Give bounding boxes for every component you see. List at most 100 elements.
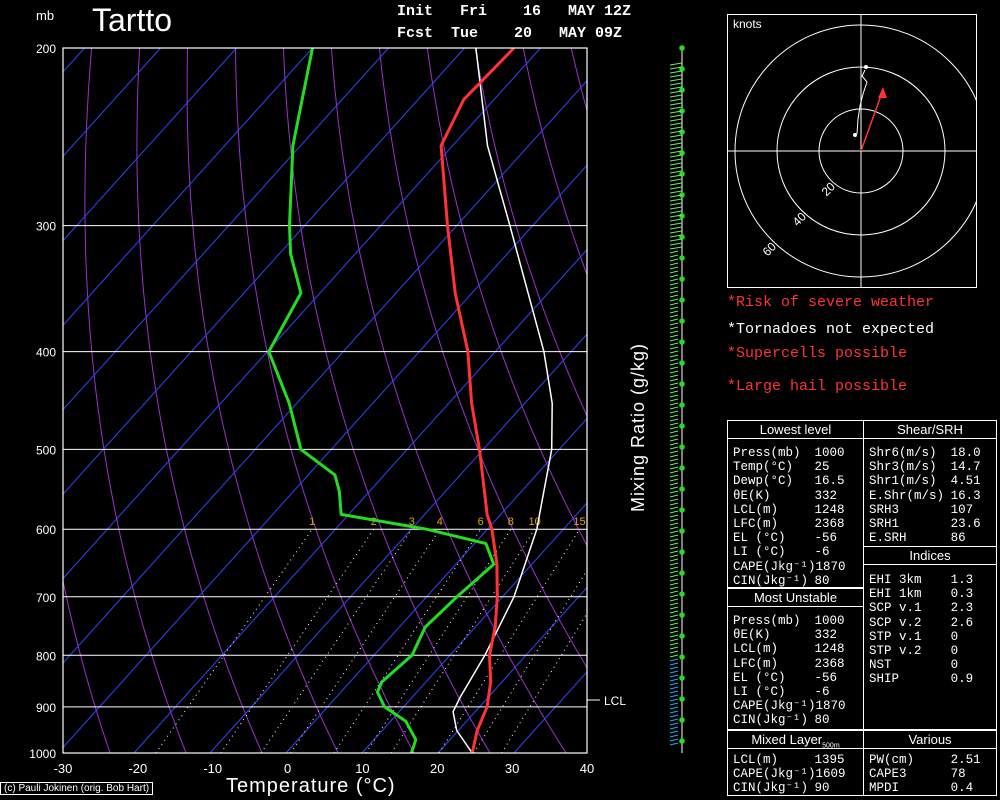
x-tick-label: 20	[430, 761, 444, 776]
wind-barb	[669, 546, 679, 550]
wind-barb	[669, 198, 683, 202]
dry-adiabat	[378, 48, 587, 669]
wind-barb	[669, 726, 679, 730]
shear-srh-row: SRH1 23.6	[864, 517, 996, 531]
hodograph-ring-60	[734, 24, 977, 278]
lowest-level-label: Temp(°C)	[733, 460, 794, 475]
hodograph-ring-label-20: 20	[819, 179, 839, 199]
wind-barb	[669, 566, 679, 570]
x-tick-label: 40	[580, 761, 594, 776]
mixing-ratio-line	[333, 528, 482, 753]
init-time: Init Fri 16 MAY 12Z	[397, 3, 632, 20]
indices-value: 0	[950, 629, 959, 644]
wind-barb	[669, 730, 679, 734]
threat-tornado: *Tornadoes not expected	[727, 321, 935, 338]
wind-barb	[669, 446, 679, 450]
shear-srh-row: E.Shr(m/s) 16.3	[864, 489, 996, 503]
pressure-tick-label: 800	[36, 649, 56, 663]
wind-barb	[669, 286, 679, 290]
pressure-tick-label: 400	[36, 346, 56, 360]
wind-barb	[669, 158, 683, 162]
wind-barb	[669, 422, 679, 426]
isotherm-line	[63, 48, 389, 411]
wind-barb	[669, 434, 679, 438]
wind-barb	[669, 254, 679, 258]
dry-adiabat	[63, 578, 111, 753]
lowest-level-value: 1000	[814, 446, 845, 460]
mixing-ratio-label: 4	[437, 516, 443, 528]
pressure-tick-label: 900	[36, 701, 56, 715]
mixed-layer-label: CAPE(Jkg⁻¹)	[733, 767, 816, 782]
lowest-level-label: LI (°C)	[733, 545, 786, 560]
wind-barb	[669, 438, 679, 442]
wind-barb	[669, 102, 683, 106]
wind-barb	[669, 698, 679, 702]
indices-row: STP v.1 0	[864, 630, 996, 644]
wind-barb	[669, 226, 683, 230]
wind-barb	[669, 678, 679, 682]
isotherm-line	[63, 80, 587, 664]
most-unstable-row: LI (°C) -6	[728, 685, 863, 699]
shear-srh-label: Shr3(m/s)	[869, 460, 937, 475]
wind-barb	[669, 342, 679, 346]
profile-lines	[267, 48, 553, 753]
shear-srh-row: SRH3 107	[864, 503, 996, 517]
mixing-ratio-label: 15	[573, 516, 585, 528]
mixed-layer-row: LCL(m) 1395	[728, 753, 863, 767]
wind-barb	[669, 298, 679, 302]
most-unstable-value: 80	[814, 713, 830, 728]
isotherm-line	[63, 164, 587, 749]
isotherm-line	[133, 248, 587, 753]
dry-adiabat	[136, 48, 263, 753]
threat-hail: *Large hail possible	[727, 378, 908, 395]
dry-adiabat	[0, 48, 34, 753]
various-title: Various	[864, 731, 996, 749]
wind-barb	[669, 338, 679, 342]
wind-barb	[669, 734, 679, 738]
wind-level-dot	[679, 171, 685, 177]
wind-barb	[669, 166, 683, 170]
wind-barb	[669, 282, 679, 286]
wind-barb	[669, 458, 679, 462]
storm-motion-arrowhead	[878, 87, 887, 98]
wind-barb	[669, 410, 679, 414]
wind-barb	[669, 202, 683, 206]
most-unstable-label: LCL(m)	[733, 642, 779, 657]
lowest-level-row: Press(mb) 1000	[728, 446, 863, 460]
x-tick-label: -30	[54, 761, 73, 776]
wind-barb	[669, 658, 679, 662]
lowest-level-value: 1248	[814, 502, 845, 517]
lowest-level-value: -56	[814, 531, 838, 546]
pressure-unit-label: mb	[36, 8, 55, 23]
various-value: 78	[950, 767, 966, 782]
wind-barb	[669, 610, 679, 614]
most-unstable-row: Press(mb) 1000	[728, 614, 863, 628]
wind-level-dot	[679, 675, 685, 681]
lowest-level-label: LCL(m)	[733, 502, 779, 517]
wind-barb	[669, 390, 679, 394]
wind-barb	[669, 330, 679, 334]
lowest-level-table: Lowest level Press(mb) 1000 Temp(°C) 25 Dewp…	[727, 420, 864, 588]
most-unstable-label: LFC(m)	[733, 656, 779, 671]
wind-barb	[669, 582, 679, 586]
wind-barb	[669, 510, 679, 514]
wind-barb	[669, 302, 679, 306]
skewt-plot-frame	[62, 47, 588, 754]
wind-barb	[669, 134, 683, 138]
wind-barb	[669, 206, 683, 210]
wind-barb	[669, 294, 679, 298]
wind-level-dot	[679, 339, 685, 345]
shear-srh-value: 16.3	[950, 488, 981, 503]
wind-barb	[669, 506, 679, 510]
wind-barb	[669, 78, 683, 82]
wind-level-dot	[679, 549, 685, 555]
wind-barb	[669, 426, 679, 430]
wind-level-dot	[679, 486, 685, 492]
wind-barb	[669, 526, 679, 530]
lowest-level-label: θE(K)	[733, 488, 771, 503]
wind-barb	[669, 498, 679, 502]
wind-level-dot	[679, 129, 685, 135]
wind-barb	[669, 482, 679, 486]
isotherm-line	[437, 586, 587, 753]
mixing-ratio-line	[220, 528, 375, 753]
